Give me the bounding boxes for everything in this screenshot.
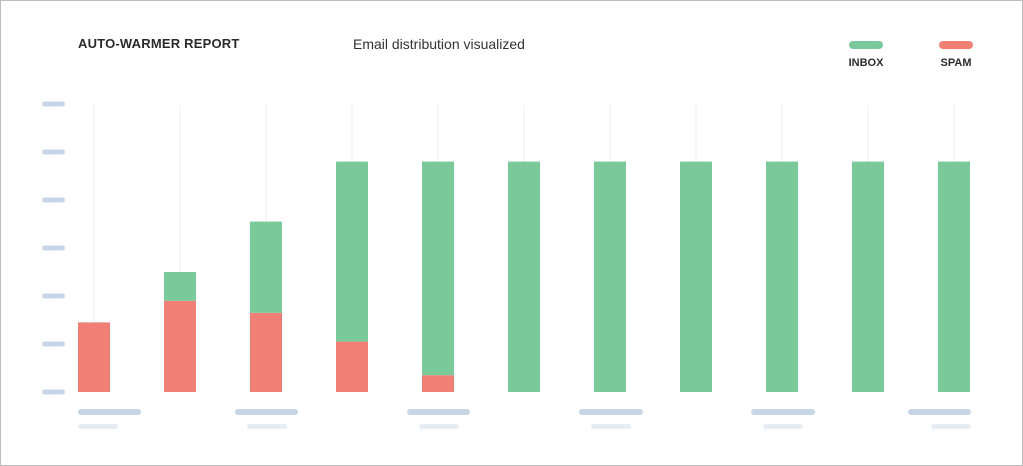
- bar-inbox-6: [594, 161, 626, 392]
- x-subtick-placeholder: [78, 424, 118, 429]
- x-tick-placeholder: [579, 409, 643, 415]
- bar-inbox-9: [852, 161, 884, 392]
- bar-inbox-1: [164, 272, 196, 301]
- bar-spam-1: [164, 300, 196, 392]
- x-tick-placeholder: [751, 409, 815, 415]
- y-tick-placeholder: [42, 197, 65, 203]
- x-tick-placeholder: [78, 409, 141, 415]
- bar-spam-0: [78, 322, 110, 392]
- legend-label-inbox: INBOX: [848, 57, 884, 69]
- y-tick-placeholder: [42, 389, 65, 395]
- x-subtick-placeholder: [419, 424, 459, 429]
- bar-inbox-3: [336, 161, 368, 342]
- report-title: AUTO-WARMER REPORT: [78, 36, 240, 51]
- x-tick-placeholder: [908, 409, 971, 415]
- legend-item-spam: SPAM: [926, 41, 986, 69]
- bar-spam-3: [336, 341, 368, 392]
- y-tick-placeholder: [42, 341, 65, 347]
- x-subtick-placeholder: [763, 424, 803, 429]
- bar-inbox-2: [250, 221, 282, 313]
- y-tick-placeholder: [42, 245, 65, 251]
- bar-spam-4: [422, 375, 454, 392]
- bar-inbox-8: [766, 161, 798, 392]
- x-subtick-placeholder: [591, 424, 631, 429]
- bar-inbox-7: [680, 161, 712, 392]
- bar-inbox-4: [422, 161, 454, 376]
- legend-swatch-spam: [939, 41, 973, 49]
- report-subtitle: Email distribution visualized: [353, 36, 525, 52]
- x-subtick-placeholder: [247, 424, 287, 429]
- x-tick-placeholder: [235, 409, 298, 415]
- legend-swatch-inbox: [849, 41, 883, 49]
- y-tick-placeholder: [42, 149, 65, 155]
- bar-inbox-10: [938, 161, 970, 392]
- bar-inbox-5: [508, 161, 540, 392]
- y-tick-placeholder: [42, 293, 65, 299]
- x-subtick-placeholder: [931, 424, 971, 429]
- legend-label-spam: SPAM: [940, 57, 972, 69]
- legend-item-inbox: INBOX: [836, 41, 896, 69]
- x-tick-placeholder: [407, 409, 470, 415]
- y-tick-placeholder: [42, 101, 65, 107]
- bar-spam-2: [250, 312, 282, 392]
